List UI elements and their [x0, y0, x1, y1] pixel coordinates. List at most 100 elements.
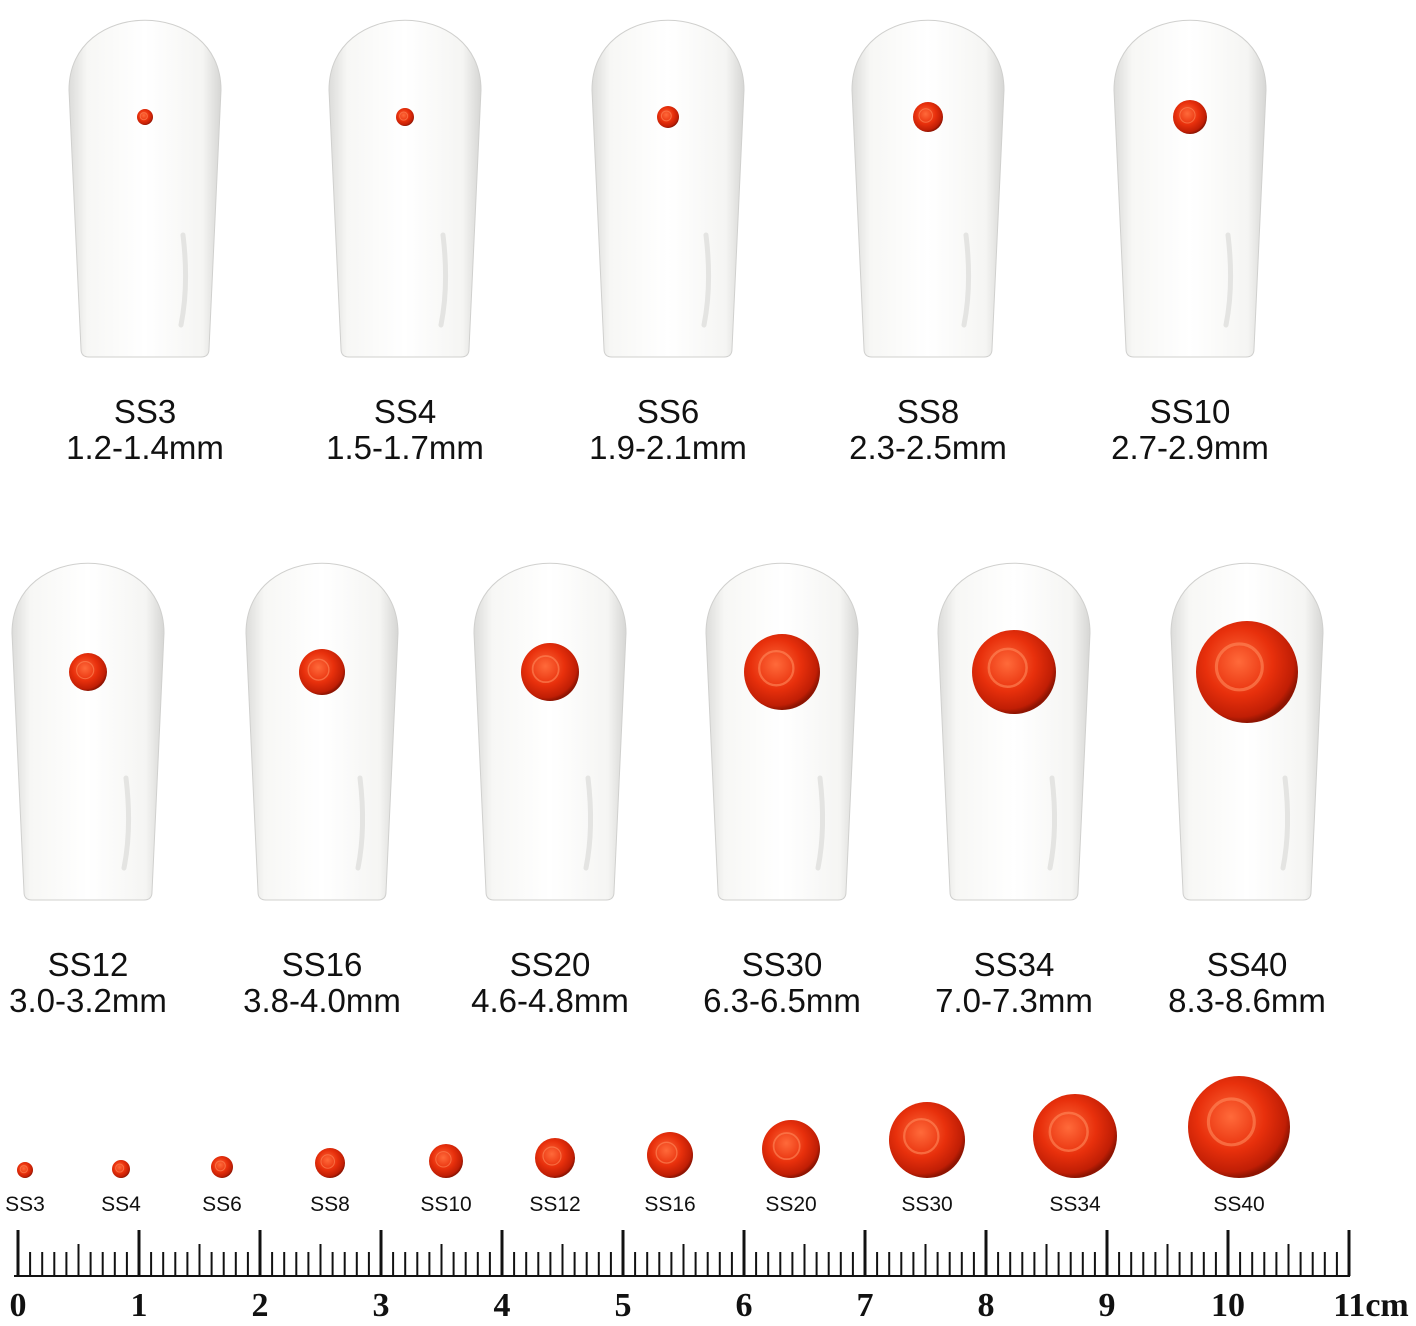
gem — [762, 1120, 820, 1178]
strip-label: SS12 — [529, 1193, 580, 1216]
nail-shine — [1223, 232, 1234, 328]
size-label: SS16 — [282, 946, 363, 983]
gem — [429, 1144, 463, 1178]
gem — [299, 649, 345, 695]
gem — [315, 1148, 345, 1178]
nail — [705, 562, 859, 901]
mm-label: 3.0-3.2mm — [9, 982, 167, 1019]
gem — [972, 630, 1056, 714]
gem-facet — [903, 1117, 940, 1155]
gem — [889, 1102, 965, 1178]
strip-label: SS3 — [5, 1193, 45, 1216]
mm-label: 6.3-6.5mm — [703, 982, 861, 1019]
nail-shine — [121, 775, 132, 871]
gem-facet — [435, 1151, 452, 1168]
gem-facet — [1214, 642, 1264, 692]
gem — [1188, 1076, 1290, 1178]
nail-shine — [355, 775, 366, 871]
strip-label: SS10 — [420, 1193, 471, 1216]
nail-shine — [1047, 775, 1058, 871]
ruler-number: 7 — [857, 1287, 874, 1324]
gem-facet — [655, 1141, 678, 1164]
size-label: SS6 — [637, 393, 699, 430]
strip-label: SS4 — [101, 1193, 141, 1216]
gem — [112, 1160, 130, 1178]
gem — [1173, 100, 1207, 134]
ruler-number: 6 — [736, 1287, 753, 1324]
strip-label: SS6 — [202, 1193, 242, 1216]
gem — [535, 1138, 575, 1178]
nail — [1113, 19, 1267, 358]
gem — [211, 1156, 233, 1178]
size-label: SS3 — [114, 393, 176, 430]
nail — [937, 562, 1091, 901]
gem-facet — [1206, 1097, 1256, 1147]
nail — [11, 562, 165, 901]
mm-label: 2.7-2.9mm — [1111, 429, 1269, 466]
gem-facet — [987, 647, 1028, 688]
gem-facet — [1048, 1111, 1089, 1152]
size-label: SS20 — [510, 946, 591, 983]
gem-facet — [399, 111, 409, 121]
size-label: SS30 — [742, 946, 823, 983]
gem — [396, 108, 414, 126]
mm-label: 8.3-8.6mm — [1168, 982, 1326, 1019]
gem-facet — [76, 660, 95, 680]
gem-facet — [139, 112, 148, 121]
size-label: SS12 — [48, 946, 129, 983]
mm-label: 1.9-2.1mm — [589, 429, 747, 466]
mm-label: 3.8-4.0mm — [243, 982, 401, 1019]
strip-label: SS20 — [765, 1193, 816, 1216]
strip-label: SS16 — [644, 1193, 695, 1216]
nail-shine — [438, 232, 449, 328]
mm-label: 4.6-4.8mm — [471, 982, 629, 1019]
mm-label: 7.0-7.3mm — [935, 982, 1093, 1019]
ruler-number: 9 — [1099, 1287, 1116, 1324]
ruler-number: 10 — [1211, 1287, 1245, 1324]
gem-facet — [115, 1163, 125, 1173]
ruler-number: 5 — [615, 1287, 632, 1324]
nail — [473, 562, 627, 901]
ruler-number: 8 — [978, 1287, 995, 1324]
nail — [245, 562, 399, 901]
nail — [591, 19, 745, 358]
gem-facet — [531, 655, 560, 684]
gem-facet — [307, 658, 330, 681]
ruler-number: 1 — [131, 1287, 148, 1324]
gem — [744, 634, 820, 710]
gem-facet — [1179, 107, 1196, 124]
gem — [657, 106, 679, 128]
nail-shine — [815, 775, 826, 871]
gem — [913, 102, 943, 132]
ruler-number: 0 — [10, 1287, 27, 1324]
gem — [137, 109, 153, 125]
nail-shine — [178, 232, 189, 328]
gem — [1033, 1094, 1117, 1178]
size-label: SS10 — [1150, 393, 1231, 430]
gem — [1196, 621, 1298, 723]
nail — [851, 19, 1005, 358]
strip-label: SS34 — [1049, 1193, 1101, 1216]
nail-shine — [583, 775, 594, 871]
strip-label: SS8 — [310, 1193, 350, 1216]
nail — [68, 19, 222, 358]
strip-label: SS30 — [901, 1193, 952, 1216]
ruler-number: 11cm — [1333, 1287, 1409, 1324]
gem-facet — [542, 1146, 562, 1166]
size-label: SS8 — [897, 393, 959, 430]
gem-facet — [918, 108, 933, 123]
gem — [521, 643, 579, 701]
size-label: SS34 — [974, 946, 1055, 983]
strip-label: SS40 — [1213, 1193, 1264, 1216]
gem — [647, 1132, 693, 1178]
ruler-number: 2 — [252, 1287, 269, 1324]
gem — [69, 653, 107, 691]
gem-facet — [758, 649, 795, 687]
gem — [17, 1162, 33, 1178]
nail — [1170, 562, 1324, 901]
size-label: SS4 — [374, 393, 436, 430]
gem-facet — [660, 110, 672, 122]
nail-shine — [701, 232, 712, 328]
gem-facet — [19, 1165, 28, 1174]
